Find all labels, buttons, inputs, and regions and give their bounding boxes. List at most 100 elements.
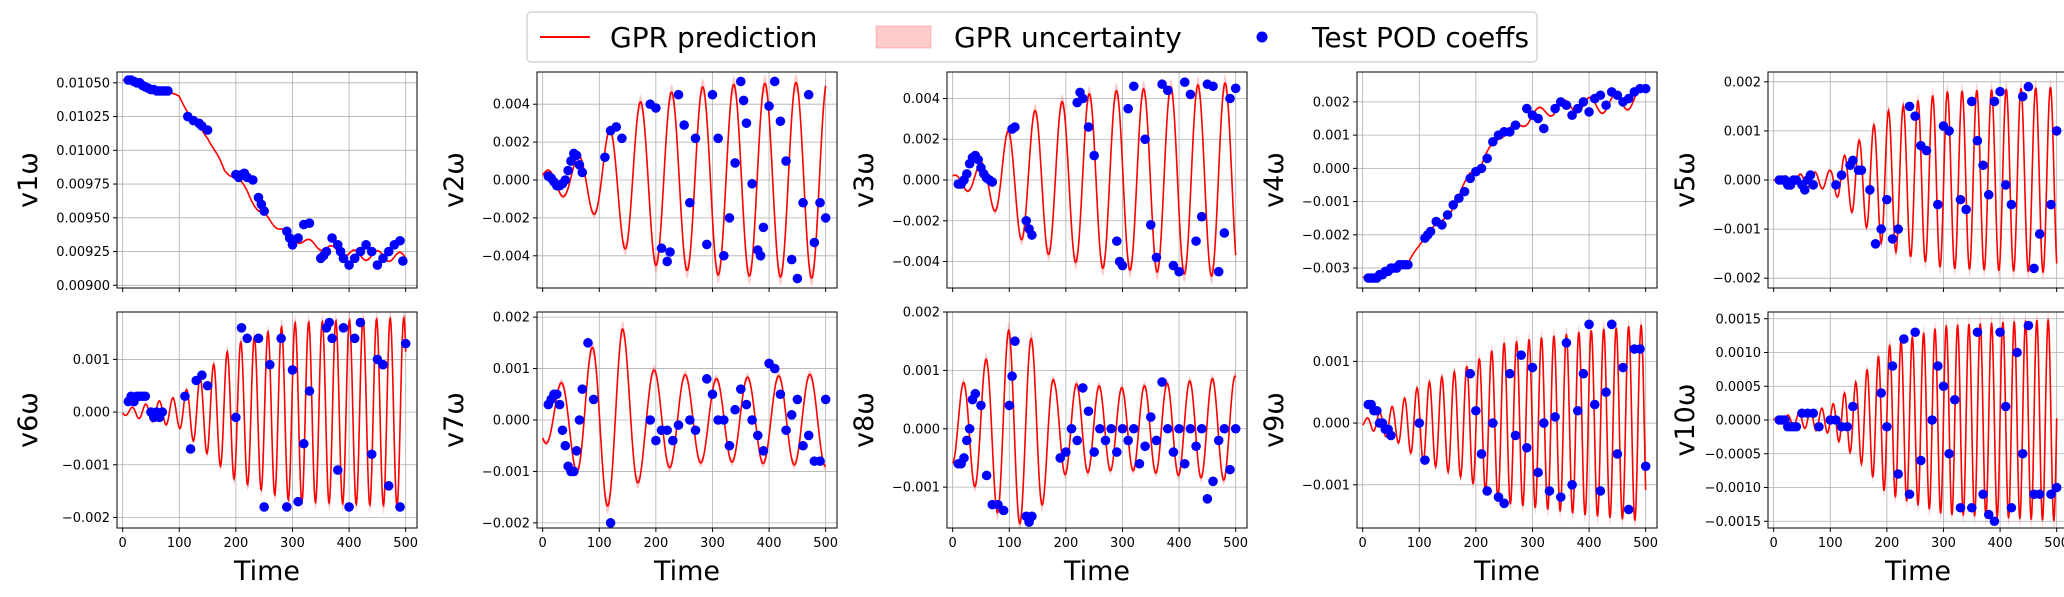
y-tick-label: −0.002 [1713,272,1761,287]
prediction-line [122,315,407,509]
test-point [383,246,394,257]
y-tick-label: −0.004 [892,255,940,270]
y-tick-label: 0.0000 [1716,414,1762,429]
test-point [287,240,298,250]
test-point [1989,516,2000,527]
test-point [665,247,675,257]
x-tick-label: 300 [700,536,725,551]
test-point [2034,489,2045,500]
test-point [798,197,808,208]
x-tick-label: 500 [2044,536,2064,551]
test-point [2000,180,2011,190]
test-point [600,152,610,163]
test-point [1151,252,1162,263]
test-point [1522,103,1532,114]
test-point [321,246,332,257]
test-point [741,118,752,128]
test-point [707,89,718,100]
x-tick-label: 100 [1407,536,1432,551]
test-point [752,430,763,441]
test-point [1420,455,1430,465]
y-tick-label: −0.002 [892,214,940,229]
plot-area [122,75,408,270]
y-tick-label: 0.001 [1724,124,1761,139]
test-point [1933,199,1943,210]
test-point [2046,199,2056,210]
y-tick-label: −0.0015 [1705,515,1761,530]
test-point [1089,150,1099,161]
x-tick-label: 400 [1167,536,1192,551]
test-point [1848,155,1858,166]
test-point [1933,361,1943,371]
axes-frame [116,311,418,529]
test-point [1425,226,1436,237]
test-point [1623,93,1634,104]
y-tick-label: 0.01000 [56,144,110,159]
legend: GPR prediction GPR uncertainty Test POD … [526,11,1538,63]
test-point [1561,338,1572,348]
prediction-line [122,79,407,263]
test-point [349,333,360,344]
y-tick-label: 0.001 [493,362,530,377]
y-tick-label: −0.001 [1302,478,1350,493]
test-point [1978,489,1988,500]
test-point [735,384,746,394]
x-tick-label: 300 [280,536,305,551]
legend-label-uncertainty: GPR uncertainty [954,21,1182,54]
test-point [1595,90,1606,101]
x-tick-label: 400 [337,536,362,551]
test-point [253,333,264,344]
test-point [1157,377,1167,387]
prediction-line [1362,86,1647,279]
test-point [259,206,269,216]
x-tick-label: 400 [1577,536,1602,551]
test-point [1505,368,1515,379]
test-point [1112,236,1122,246]
test-point [349,253,360,264]
test-point [304,218,315,228]
test-point [1584,319,1594,330]
test-point [1123,435,1133,446]
test-point [764,101,774,111]
y-tick-label: −0.0005 [1705,447,1761,462]
test-point [1876,224,1887,234]
test-point [718,250,729,261]
test-point [1550,412,1560,422]
test-point [1995,86,2005,97]
test-point [1162,85,1173,96]
test-point [276,333,286,344]
test-point [2017,448,2028,459]
test-point [1606,319,1617,330]
test-point [1230,83,1241,94]
test-point [1516,350,1526,361]
test-point [293,496,303,507]
test-point [758,446,769,456]
test-point [755,250,766,261]
test-point [973,154,983,165]
test-point [656,243,667,254]
y-axis-label: v9ω [1259,392,1290,448]
test-point [1179,77,1190,87]
x-tick-label: 500 [1223,536,1248,551]
test-point [1848,401,1858,412]
y-tick-label: 0.000 [903,174,940,189]
test-point [758,222,769,233]
test-point [1972,135,1983,146]
test-point [1185,89,1196,100]
plot-area [1773,78,2062,281]
test-point [998,505,1009,516]
test-point [355,246,366,257]
y-tick-label: 0.004 [903,92,940,107]
test-point [605,518,616,528]
test-point [1808,180,1819,190]
subplot-1: 0.00900 0.00925 0.00950 0.00975 0.01000 0.010… [13,71,418,294]
test-point [327,233,337,243]
x-tick-label: 200 [643,536,668,551]
y-tick-label: 0.0015 [1716,312,1762,327]
test-point [1027,511,1037,522]
test-point [1893,224,1903,234]
plot-area [1362,83,1651,283]
test-point [1027,230,1037,240]
test-point [571,446,582,456]
test-point [1635,344,1645,354]
